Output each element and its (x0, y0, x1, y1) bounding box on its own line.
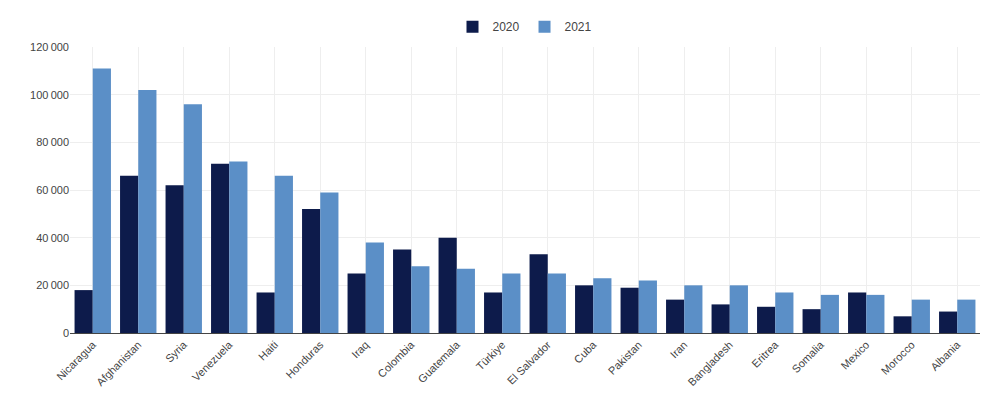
svg-text:60 000: 60 000 (36, 184, 69, 196)
svg-text:Haiti: Haiti (256, 339, 280, 363)
svg-text:Nicaragua: Nicaragua (54, 338, 99, 383)
svg-text:Türkiye: Türkiye (474, 339, 508, 373)
svg-text:Iraq: Iraq (349, 339, 371, 361)
svg-text:100 000: 100 000 (30, 89, 69, 101)
svg-text:Pakistan: Pakistan (606, 339, 644, 377)
svg-text:120 000: 120 000 (30, 41, 69, 53)
svg-text:Bangladesh: Bangladesh (685, 339, 735, 389)
svg-text:Honduras: Honduras (283, 338, 326, 381)
svg-text:20 000: 20 000 (36, 279, 69, 291)
svg-text:Afghanistan: Afghanistan (94, 339, 144, 389)
svg-text:40 000: 40 000 (36, 232, 69, 244)
svg-text:El Salvador: El Salvador (505, 338, 553, 386)
svg-text:0: 0 (63, 327, 69, 339)
svg-text:Somalia: Somalia (789, 338, 826, 375)
svg-text:Venezuela: Venezuela (190, 338, 235, 383)
svg-text:80 000: 80 000 (36, 136, 69, 148)
svg-text:Cuba: Cuba (571, 338, 599, 366)
svg-text:Albania: Albania (928, 338, 963, 373)
svg-text:Iran: Iran (668, 339, 690, 361)
svg-text:2021: 2021 (565, 20, 592, 34)
svg-text:Colombia: Colombia (375, 338, 417, 380)
svg-text:2020: 2020 (493, 20, 520, 34)
svg-text:Syria: Syria (163, 338, 190, 365)
svg-text:Morocco: Morocco (879, 339, 917, 377)
svg-text:Eritrea: Eritrea (749, 338, 781, 370)
svg-text:Mexico: Mexico (838, 339, 871, 372)
svg-text:Guatemala: Guatemala (416, 338, 463, 385)
